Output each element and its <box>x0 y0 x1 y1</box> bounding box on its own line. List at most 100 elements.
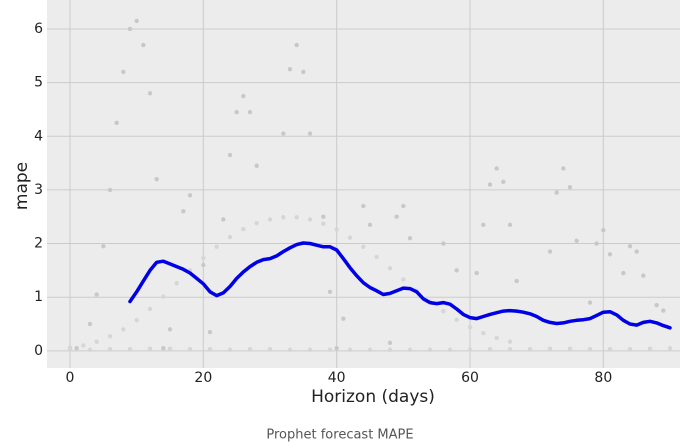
scatter-point <box>294 42 299 48</box>
scatter-point <box>341 316 346 321</box>
scatter-point <box>634 249 639 254</box>
scatter-point <box>127 26 133 32</box>
x-tick-label: 20 <box>194 370 212 386</box>
scatter-point <box>81 343 86 348</box>
scatter-point <box>94 292 99 297</box>
scatter-point <box>207 329 213 335</box>
scatter-point <box>441 241 446 246</box>
scatter-point <box>361 244 366 249</box>
x-tick-label: 60 <box>461 370 479 386</box>
y-tick-label: 1 <box>34 289 43 305</box>
scatter-point <box>267 347 273 352</box>
scatter-point <box>407 347 413 352</box>
scatter-point <box>147 91 153 96</box>
scatter-point <box>287 347 293 352</box>
scatter-point <box>514 278 519 284</box>
scatter-point <box>474 270 479 276</box>
scatter-point <box>201 255 206 261</box>
scatter-point <box>227 234 233 240</box>
scatter-point <box>467 325 473 330</box>
scatter-point <box>134 18 139 24</box>
x-axis-label: Horizon (days) <box>311 387 435 407</box>
scatter-point <box>227 347 233 352</box>
scatter-point <box>327 289 333 295</box>
scatter-point <box>374 254 379 260</box>
y-tick-label: 4 <box>34 128 43 144</box>
caption: Prophet forecast MAPE <box>266 428 413 443</box>
scatter-point <box>481 330 486 336</box>
scatter-point <box>214 244 219 249</box>
scatter-point <box>307 217 313 222</box>
scatter-point <box>507 339 513 344</box>
scatter-point <box>161 294 166 299</box>
scatter-point <box>141 42 146 48</box>
scatter-point <box>661 308 666 313</box>
y-tick-label: 2 <box>34 236 43 252</box>
scatter-point <box>254 220 259 226</box>
scatter-point <box>207 347 213 352</box>
scatter-point <box>494 166 499 171</box>
scatter-point <box>107 334 113 339</box>
scatter-point <box>587 300 593 305</box>
scatter-point <box>367 347 373 352</box>
scatter-point <box>607 347 613 352</box>
scatter-point <box>147 306 153 312</box>
scatter-point <box>174 281 179 286</box>
scatter-point <box>127 347 133 352</box>
scatter-point <box>254 163 259 168</box>
scatter-point <box>327 347 333 352</box>
scatter-point <box>147 346 153 351</box>
scatter-point <box>94 339 99 344</box>
scatter-point <box>74 345 79 351</box>
scatter-point <box>134 318 139 323</box>
scatter-point <box>307 131 313 136</box>
scatter-point <box>447 347 453 352</box>
scatter-point <box>347 347 353 352</box>
scatter-point <box>307 347 313 352</box>
plot-area <box>47 0 680 368</box>
scatter-point <box>547 346 553 351</box>
scatter-point <box>294 215 299 220</box>
scatter-point <box>281 131 286 136</box>
scatter-point <box>627 347 633 352</box>
scatter-point <box>601 227 606 233</box>
x-tick-label: 0 <box>66 370 75 386</box>
scatter-point <box>507 222 513 227</box>
scatter-point <box>267 217 273 222</box>
scatter-point <box>554 190 559 195</box>
scatter-point <box>247 347 253 352</box>
scatter-point <box>401 277 406 282</box>
scatter-point <box>621 270 626 276</box>
scatter-point <box>641 273 646 278</box>
scatter-point <box>227 152 233 158</box>
scatter-point <box>187 193 193 198</box>
scatter-point <box>241 226 246 232</box>
scatter-point <box>114 120 119 126</box>
y-axis-label: mape <box>12 162 32 210</box>
scatter-point <box>187 347 193 352</box>
scatter-point <box>487 347 493 352</box>
scatter-point <box>87 321 93 327</box>
scatter-point <box>407 235 413 241</box>
scatter-point <box>487 182 493 187</box>
y-tick-label: 6 <box>34 21 43 37</box>
scatter-point <box>87 347 93 352</box>
y-tick-label: 3 <box>34 182 43 198</box>
marks <box>67 18 673 352</box>
scatter-point <box>507 347 513 352</box>
scatter-point <box>481 222 486 227</box>
scatter-point <box>121 327 126 332</box>
scatter-point <box>627 244 633 249</box>
scatter-point <box>401 203 406 209</box>
scatter-point <box>587 347 593 352</box>
scatter-point <box>667 345 673 351</box>
scatter-point <box>441 308 446 314</box>
scatter-point <box>154 176 159 182</box>
scatter-point <box>467 347 473 352</box>
scatter-point <box>454 268 459 273</box>
scatter-point <box>567 346 573 351</box>
scatter-point <box>67 347 73 352</box>
scatter-point <box>181 209 186 214</box>
scatter-point <box>561 166 566 171</box>
